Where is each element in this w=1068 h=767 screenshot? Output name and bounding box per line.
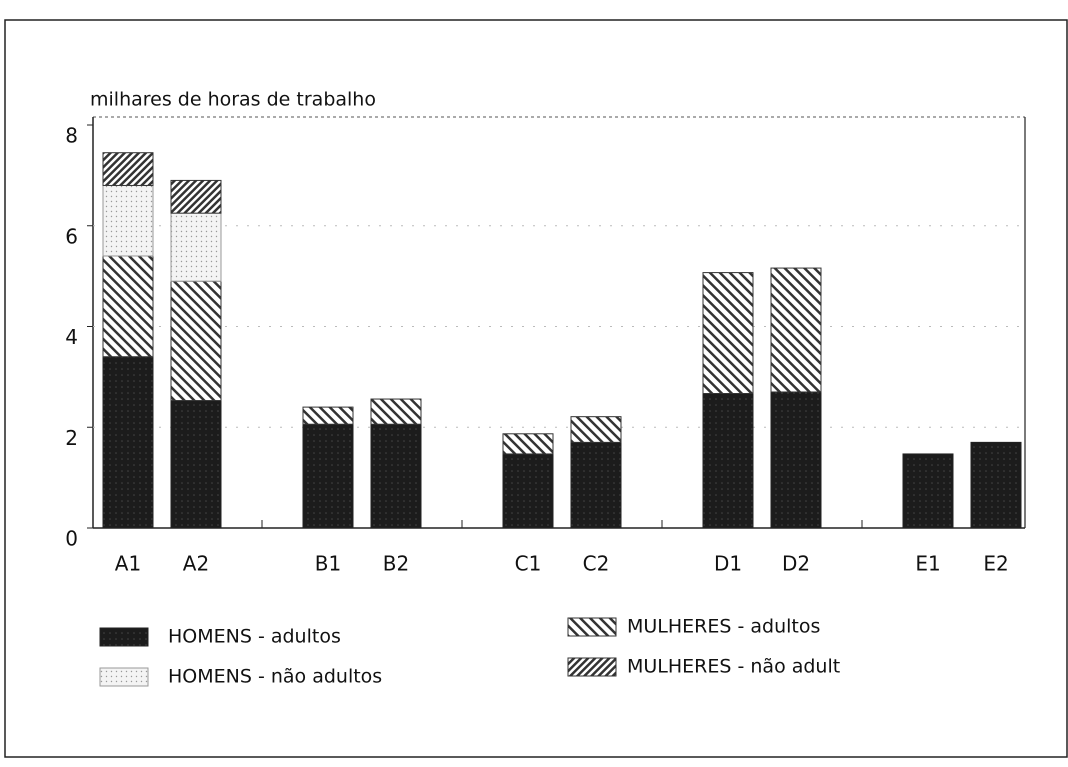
legend-swatch	[99, 667, 149, 687]
x-tick-label: D2	[782, 552, 810, 576]
bar-segment	[770, 267, 822, 393]
x-tick-label: E1	[915, 552, 940, 576]
x-tick-label: B2	[383, 552, 409, 576]
y-tick-label: 8	[65, 124, 78, 148]
y-axis-label: milhares de horas de trabalho	[90, 89, 376, 111]
x-tick-label: B1	[315, 552, 341, 576]
bar-segment	[570, 416, 622, 443]
x-tick-label: C1	[515, 552, 542, 576]
x-tick-label: A1	[115, 552, 141, 576]
bar-segment	[502, 433, 554, 455]
x-tick-label: A2	[183, 552, 209, 576]
bar-segment	[902, 453, 954, 529]
bar-segment	[370, 398, 422, 425]
legend-label: HOMENS - adultos	[168, 626, 341, 648]
x-tick-label: D1	[714, 552, 742, 576]
bar-segment	[702, 272, 754, 394]
bar-segment	[170, 179, 222, 214]
bar-segment	[570, 441, 622, 529]
bar-segment	[370, 423, 422, 529]
bar-segment	[502, 453, 554, 529]
bar-segment	[102, 152, 154, 186]
legend-swatch	[99, 627, 149, 647]
x-tick-label: E2	[983, 552, 1008, 576]
bar-segment	[770, 391, 822, 529]
bar-segment	[102, 184, 154, 257]
legend-label: MULHERES - adultos	[627, 616, 820, 638]
bar-segment	[170, 280, 222, 402]
bar-segment	[702, 392, 754, 529]
y-tick-label: 0	[65, 527, 78, 551]
bar-segment	[102, 255, 154, 358]
bar-segment	[302, 406, 354, 425]
x-tick-label: C2	[583, 552, 610, 576]
bar-segment	[170, 212, 222, 282]
bar-segment	[102, 356, 154, 529]
legend-swatch	[567, 617, 617, 637]
bar-segment	[170, 400, 222, 529]
bar-segment	[970, 441, 1022, 529]
y-tick-label: 4	[65, 325, 78, 349]
y-tick-label: 2	[65, 426, 78, 450]
y-tick-label: 6	[65, 224, 78, 248]
legend-swatch	[567, 657, 617, 677]
bar-segment	[302, 423, 354, 529]
frame	[4, 19, 1068, 758]
legend-label: MULHERES - não adult	[627, 656, 840, 678]
legend-label: HOMENS - não adultos	[168, 666, 382, 688]
